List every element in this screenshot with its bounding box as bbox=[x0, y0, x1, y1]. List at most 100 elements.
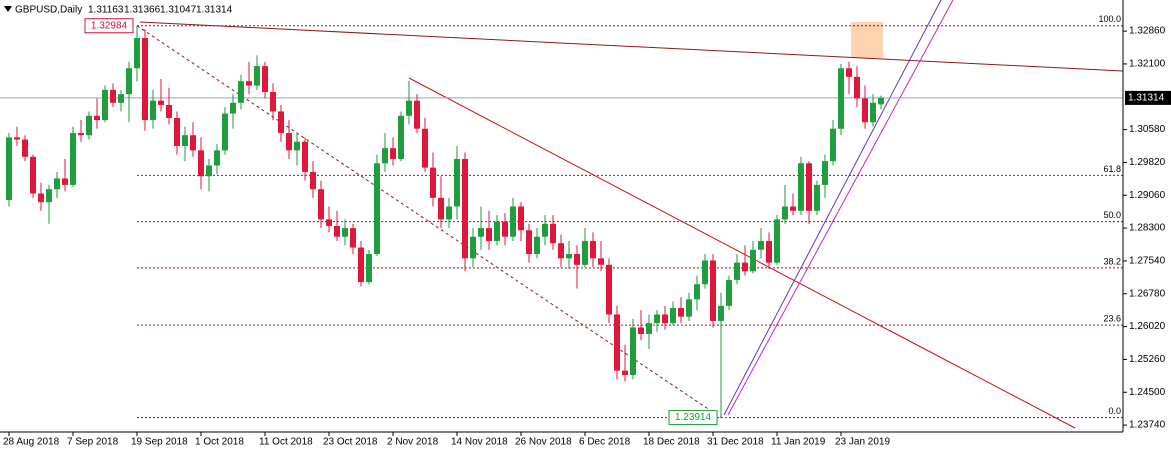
candle-body bbox=[742, 262, 748, 272]
candle-body bbox=[718, 305, 724, 321]
candle-body bbox=[862, 98, 868, 123]
trend-line bbox=[723, 0, 942, 416]
candle-body bbox=[430, 167, 436, 198]
y-tick-label: 1.26780 bbox=[1129, 288, 1166, 299]
candle-body bbox=[182, 135, 188, 147]
candle-body bbox=[534, 236, 540, 255]
candle-body bbox=[438, 197, 444, 220]
candle-body bbox=[22, 139, 28, 157]
candle-body bbox=[54, 178, 60, 190]
candle-body bbox=[478, 228, 484, 237]
candle-body bbox=[766, 241, 772, 263]
candle-body bbox=[734, 262, 740, 280]
x-tick-label: 28 Aug 2018 bbox=[3, 437, 60, 448]
ohlc-value: 1.31047 bbox=[160, 5, 197, 16]
candle-body bbox=[342, 228, 348, 237]
candle-body bbox=[630, 327, 636, 375]
candle-body bbox=[510, 206, 516, 237]
x-tick-label: 23 Oct 2018 bbox=[323, 437, 378, 448]
trend-line bbox=[727, 0, 954, 416]
candle-body bbox=[414, 100, 420, 129]
ohlc-value: 1.31366 bbox=[124, 5, 161, 16]
candle-body bbox=[158, 100, 164, 105]
candle-body bbox=[798, 163, 804, 211]
ohlc-value: 1.31314 bbox=[196, 5, 233, 16]
candle-body bbox=[486, 228, 492, 242]
candle-body bbox=[422, 128, 428, 168]
candle-body bbox=[222, 113, 228, 151]
candle-body bbox=[118, 94, 124, 103]
fib-label: 38.2 bbox=[1103, 256, 1121, 266]
candle-body bbox=[398, 115, 404, 159]
y-tick-label: 1.25260 bbox=[1129, 354, 1166, 365]
candle-body bbox=[230, 102, 236, 114]
y-tick-label: 1.28300 bbox=[1129, 223, 1166, 234]
candle-body bbox=[502, 221, 508, 237]
candle-body bbox=[358, 247, 364, 283]
candle-body bbox=[246, 81, 252, 86]
fib-label: 23.6 bbox=[1103, 313, 1121, 323]
x-tick-label: 11 Jan 2019 bbox=[771, 437, 826, 448]
y-tick-label: 1.23740 bbox=[1129, 420, 1166, 431]
y-tick-label: 1.29820 bbox=[1129, 157, 1166, 168]
candle-body bbox=[566, 254, 572, 259]
candle-body bbox=[606, 264, 612, 315]
candle-body bbox=[270, 92, 276, 112]
candle-body bbox=[878, 97, 884, 105]
menu-triangle[interactable] bbox=[4, 6, 12, 12]
candle-body bbox=[126, 68, 132, 95]
x-tick-label: 31 Dec 2018 bbox=[707, 437, 764, 448]
current-price-box bbox=[1125, 90, 1171, 105]
candle-body bbox=[870, 102, 876, 123]
candle-body bbox=[582, 241, 588, 265]
candle-body bbox=[686, 299, 692, 317]
candle-body bbox=[702, 260, 708, 285]
candle-body bbox=[134, 38, 140, 69]
candle-body bbox=[758, 241, 764, 250]
candle-body bbox=[662, 314, 668, 324]
candle-body bbox=[30, 156, 36, 194]
current-price: 1.31314 bbox=[1128, 93, 1165, 104]
candle-body bbox=[382, 148, 388, 164]
candle-body bbox=[350, 228, 356, 248]
candle-body bbox=[174, 117, 180, 147]
candle-body bbox=[294, 141, 300, 151]
y-tick-label: 1.32100 bbox=[1129, 59, 1166, 70]
candle-body bbox=[142, 38, 148, 121]
low-label: 1.23914 bbox=[675, 412, 712, 423]
candle-body bbox=[462, 158, 468, 259]
candle-body bbox=[542, 223, 548, 237]
candle-body bbox=[590, 241, 596, 259]
x-tick-label: 2 Nov 2018 bbox=[387, 437, 439, 448]
fib-label: 50.0 bbox=[1103, 210, 1121, 220]
y-tick-label: 1.29060 bbox=[1129, 190, 1166, 201]
candle-body bbox=[526, 230, 532, 255]
x-tick-label: 7 Sep 2018 bbox=[67, 437, 119, 448]
candle-body bbox=[854, 76, 860, 99]
candle-body bbox=[654, 314, 660, 324]
candle-body bbox=[470, 236, 476, 259]
symbol-label: GBPUSD,Daily bbox=[15, 5, 82, 16]
candle-body bbox=[70, 133, 76, 185]
candle-body bbox=[550, 223, 556, 244]
candle-body bbox=[614, 314, 620, 371]
x-tick-label: 1 Oct 2018 bbox=[195, 437, 244, 448]
highlight-box bbox=[851, 22, 883, 58]
y-tick-label: 1.30580 bbox=[1129, 124, 1166, 135]
candle-body bbox=[214, 150, 220, 166]
high-label: 1.32984 bbox=[91, 20, 128, 31]
candle-body bbox=[446, 206, 452, 220]
candle-body bbox=[6, 137, 12, 201]
candle-body bbox=[518, 206, 524, 231]
fib-label: 61.8 bbox=[1103, 164, 1121, 174]
candle-body bbox=[310, 171, 316, 190]
candle-body bbox=[326, 219, 332, 226]
candle-body bbox=[150, 100, 156, 121]
low-label-box bbox=[668, 410, 718, 426]
candle-body bbox=[278, 111, 284, 134]
candle-body bbox=[38, 193, 44, 203]
candle-body bbox=[302, 141, 308, 172]
